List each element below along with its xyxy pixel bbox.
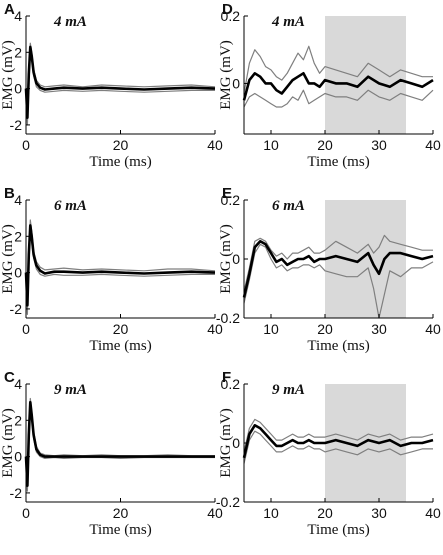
x-tick-label: 20 — [113, 321, 129, 337]
x-tick-label: 30 — [371, 321, 387, 337]
upper-sd-trace — [25, 42, 216, 112]
y-axis-label: EMG (mV) — [0, 40, 16, 110]
y-axis-label: EMG (mV) — [0, 408, 16, 478]
mean-trace — [24, 400, 215, 488]
y-axis-label: EMG (mV) — [218, 40, 234, 110]
mean-trace — [242, 240, 434, 298]
y-tick-label: -0.2 — [216, 494, 240, 510]
y-tick-label: 0 — [232, 251, 240, 267]
panel-letter: A — [4, 1, 15, 18]
x-axis-label: Time (ms) — [89, 522, 151, 538]
y-tick-label: 0.2 — [221, 376, 241, 392]
panel-f: -0.2 0 0.2 10 20 30 40 Time (ms) EMG (mV) F 9 mA — [216, 369, 441, 538]
panel-letter: E — [222, 185, 232, 202]
y-tick-label: 2 — [14, 412, 22, 428]
mean-trace — [242, 72, 434, 101]
panel-d: 0 0.2 10 20 30 40 Time (ms) EMG (mV) D 4 mA — [218, 1, 441, 170]
y-tick-label: 0 — [14, 449, 22, 465]
x-tick-label: 0 — [22, 505, 30, 521]
panel-e: -0.2 0 0.2 10 20 30 40 Time (ms) EMG (mV) E 6 mA — [216, 185, 441, 354]
x-tick-label: 40 — [425, 321, 441, 337]
upper-sd-trace — [25, 397, 215, 481]
y-tick-label: 4 — [14, 192, 22, 208]
panel-letter: F — [222, 369, 231, 386]
mean-trace — [24, 45, 216, 119]
x-axis-label: Time (ms) — [89, 154, 151, 170]
y-axis-label: EMG (mV) — [0, 224, 16, 294]
lower-sd-trace — [25, 407, 215, 492]
mean-trace — [242, 423, 434, 459]
x-tick-label: 40 — [207, 321, 223, 337]
y-tick-label: 0 — [232, 75, 240, 91]
lower-sd-trace — [243, 243, 434, 319]
upper-sd-trace — [25, 219, 216, 299]
x-tick-label: 10 — [263, 505, 279, 521]
x-tick-label: 20 — [317, 321, 333, 337]
x-tick-label: 20 — [317, 505, 333, 521]
stimulus-intensity-label: 6 mA — [54, 198, 87, 214]
x-tick-label: 0 — [22, 137, 30, 153]
stimulus-intensity-label: 4 mA — [271, 14, 305, 30]
stimulus-intensity-label: 4 mA — [53, 14, 87, 30]
y-tick-label: 0 — [14, 265, 22, 281]
x-tick-label: 0 — [22, 321, 30, 337]
x-axis-label: Time (ms) — [307, 338, 369, 354]
y-axis-label: EMG (mV) — [218, 408, 234, 478]
y-tick-label: 0.2 — [221, 192, 241, 208]
x-tick-label: 40 — [207, 137, 223, 153]
x-tick-label: 40 — [207, 505, 223, 521]
x-tick-label: 10 — [263, 321, 279, 337]
y-tick-label: 2 — [14, 228, 22, 244]
y-tick-label: 0.2 — [221, 8, 241, 24]
y-tick-label: 0 — [14, 81, 22, 97]
x-tick-label: 30 — [371, 137, 387, 153]
stimulus-intensity-label: 9 mA — [272, 382, 305, 398]
x-axis-label: Time (ms) — [307, 154, 369, 170]
x-tick-label: 20 — [113, 137, 129, 153]
y-tick-label: 4 — [14, 376, 22, 392]
x-tick-label: 30 — [371, 505, 387, 521]
upper-sd-trace — [243, 418, 434, 453]
lower-sd-trace — [243, 89, 434, 108]
stimulus-intensity-label: 9 mA — [54, 382, 87, 398]
y-tick-label: -0.2 — [216, 310, 240, 326]
panel-letter: D — [222, 1, 233, 18]
analysis-window-shade — [325, 200, 406, 318]
upper-sd-trace — [243, 234, 433, 292]
x-axis-label: Time (ms) — [89, 338, 151, 354]
y-tick-label: -2 — [10, 485, 23, 501]
stimulus-intensity-label: 6 mA — [272, 198, 305, 214]
x-tick-label: 20 — [113, 505, 129, 521]
x-tick-label: 10 — [263, 137, 279, 153]
y-axis-label: EMG (mV) — [218, 224, 234, 294]
mean-trace — [24, 224, 216, 307]
x-axis-label: Time (ms) — [307, 522, 369, 538]
y-tick-label: 0 — [232, 435, 240, 451]
upper-sd-trace — [243, 45, 433, 94]
y-tick-label: -2 — [10, 301, 23, 317]
y-tick-label: 2 — [14, 44, 22, 60]
analysis-window-shade — [325, 16, 406, 134]
panel-letter: C — [4, 369, 15, 386]
y-tick-label: -2 — [10, 117, 23, 133]
y-tick-label: 4 — [14, 8, 22, 24]
lower-sd-trace — [243, 430, 433, 464]
x-tick-label: 40 — [425, 505, 441, 521]
x-tick-label: 40 — [425, 137, 441, 153]
panel-letter: B — [4, 185, 15, 202]
x-tick-label: 20 — [317, 137, 333, 153]
